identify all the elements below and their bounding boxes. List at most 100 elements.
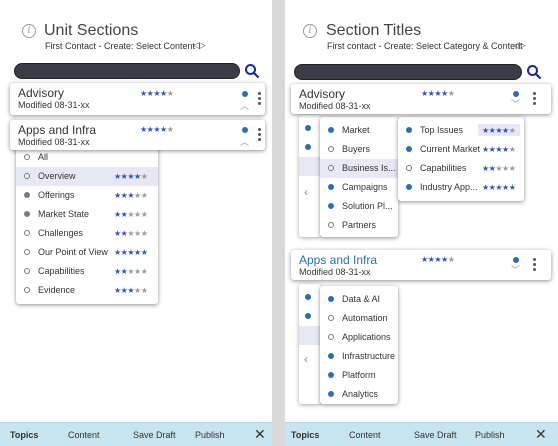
list-item[interactable]: Industry App... ★★★★★	[398, 178, 524, 197]
radio-bullet-icon[interactable]	[328, 165, 334, 171]
list-item[interactable]: Evidence ★★★★★	[16, 281, 158, 300]
card-apps-and-infra[interactable]: Apps and Infra Modified 08-31-xx ★★★★★ ︿	[10, 120, 265, 150]
strip-item[interactable]	[299, 157, 321, 176]
prev-next-arrows-icon[interactable]: ◁▷	[193, 40, 206, 50]
list-item-label: Current Market	[420, 144, 481, 154]
list-item[interactable]: Overview ★★★★★	[16, 167, 158, 186]
list-item[interactable]: Data & AI	[320, 290, 398, 309]
list-item[interactable]: Buyers	[320, 140, 398, 159]
radio-bullet-icon[interactable]	[328, 391, 334, 397]
radio-bullet-icon[interactable]	[328, 372, 334, 378]
rating-stars: ★★★★★	[482, 183, 516, 192]
search-icon[interactable]	[244, 63, 260, 79]
list-item[interactable]: Market	[320, 121, 398, 140]
list-item[interactable]: All	[16, 148, 158, 167]
strip-item[interactable]	[299, 138, 321, 157]
radio-bullet-icon	[305, 313, 311, 319]
strip-item[interactable]	[299, 288, 321, 307]
list-item[interactable]: Automation	[320, 309, 398, 328]
page-subtitle: First Contact - Create: Select Content	[45, 41, 196, 51]
list-item[interactable]: Campaigns	[320, 178, 398, 197]
card-apps-and-infra[interactable]: Apps and Infra Modified 08-31-xx ★★★★★ ﹀	[291, 250, 551, 280]
radio-bullet-icon[interactable]	[328, 203, 334, 209]
chevron-down-icon[interactable]: ﹀	[511, 99, 521, 109]
card-advisory[interactable]: Advisory Modified 08-31-xx ★★★★★ ︿	[10, 83, 265, 115]
radio-bullet-icon[interactable]	[24, 173, 30, 179]
publish-button[interactable]: Publish	[475, 430, 505, 440]
status-dot	[242, 91, 248, 97]
radio-bullet-icon[interactable]	[328, 184, 334, 190]
radio-bullet-icon[interactable]	[406, 146, 412, 152]
list-item[interactable]: Market State ★★★★★	[16, 205, 158, 224]
more-options-icon[interactable]	[531, 257, 537, 273]
info-icon[interactable]: i	[22, 24, 36, 38]
more-options-icon[interactable]	[256, 91, 262, 107]
list-item[interactable]: Capabilities ★★★★★	[16, 262, 158, 281]
radio-bullet-icon	[305, 125, 311, 131]
search-input[interactable]	[14, 63, 240, 79]
list-item[interactable]: Solution Pl...	[320, 197, 398, 216]
strip-item[interactable]	[299, 326, 321, 345]
strip-item[interactable]	[299, 307, 321, 326]
strip-item[interactable]	[299, 119, 321, 138]
close-icon[interactable]: ✕	[535, 426, 547, 442]
list-item[interactable]: Business Is...	[320, 159, 398, 178]
list-item[interactable]: Top Issues ★★★★★	[398, 121, 524, 140]
card-modified: Modified 08-31-xx	[18, 137, 90, 147]
list-item[interactable]: Current Market ★★★★★	[398, 140, 524, 159]
more-options-icon[interactable]	[256, 127, 262, 143]
list-item[interactable]: Platform	[320, 366, 398, 385]
list-item-label: Market State	[38, 209, 90, 219]
radio-bullet-icon[interactable]	[406, 184, 412, 190]
page-subtitle: First contact - Create: Select Category …	[327, 41, 523, 51]
chevron-up-icon[interactable]: ︿	[240, 101, 250, 111]
radio-bullet-icon[interactable]	[406, 165, 412, 171]
search-input[interactable]	[294, 64, 522, 80]
radio-bullet-icon[interactable]	[328, 334, 334, 340]
list-item-label: Challenges	[38, 228, 84, 238]
more-options-icon[interactable]	[531, 91, 537, 107]
list-item[interactable]: Applications	[320, 328, 398, 347]
radio-bullet-icon[interactable]	[24, 287, 30, 293]
radio-bullet-icon[interactable]	[328, 127, 334, 133]
search-icon[interactable]	[526, 64, 542, 80]
list-item[interactable]: Offerings ★★★★★	[16, 186, 158, 205]
radio-bullet-icon[interactable]	[328, 315, 334, 321]
radio-bullet-icon[interactable]	[328, 222, 334, 228]
page-title: Section Titles	[326, 22, 422, 39]
list-item[interactable]: Capabilities ★★★★★	[398, 159, 524, 178]
chevron-up-icon[interactable]: ︿	[240, 137, 250, 147]
radio-bullet-icon[interactable]	[328, 353, 334, 359]
info-icon[interactable]: i	[303, 24, 317, 38]
radio-bullet-icon[interactable]	[24, 211, 30, 217]
radio-bullet-icon[interactable]	[406, 127, 412, 133]
card-advisory[interactable]: Advisory Modified 08-31-xx ★★★★★ ﹀	[291, 84, 551, 114]
rating-stars: ★★★★★	[421, 89, 455, 98]
radio-bullet-icon[interactable]	[24, 249, 30, 255]
chevron-left-icon[interactable]: ‹	[304, 352, 308, 366]
tab-topics[interactable]: Topics	[291, 430, 320, 440]
radio-bullet-icon[interactable]	[328, 296, 334, 302]
list-item[interactable]: Our Point of View ★★★★★	[16, 243, 158, 262]
list-item-label: Platform	[342, 370, 376, 380]
list-item[interactable]: Analytics	[320, 385, 398, 404]
tab-content[interactable]: Content	[349, 430, 381, 440]
list-item[interactable]: Challenges ★★★★★	[16, 224, 158, 243]
list-item[interactable]: Partners	[320, 216, 398, 235]
tab-topics[interactable]: Topics	[10, 430, 39, 440]
list-item[interactable]: Infrastructure	[320, 347, 398, 366]
save-draft-button[interactable]: Save Draft	[133, 430, 176, 440]
prev-next-arrows-icon[interactable]: ◁▷	[513, 40, 526, 50]
tab-content[interactable]: Content	[68, 430, 100, 440]
close-icon[interactable]: ✕	[254, 426, 266, 442]
save-draft-button[interactable]: Save Draft	[414, 430, 457, 440]
radio-bullet-icon[interactable]	[328, 146, 334, 152]
radio-bullet-icon[interactable]	[24, 230, 30, 236]
radio-bullet-icon[interactable]	[24, 192, 30, 198]
chevron-left-icon[interactable]: ‹	[304, 185, 308, 199]
publish-button[interactable]: Publish	[195, 430, 225, 440]
card-modified: Modified 08-31-xx	[18, 100, 90, 110]
chevron-down-icon[interactable]: ﹀	[511, 265, 521, 275]
radio-bullet-icon[interactable]	[24, 268, 30, 274]
radio-bullet-icon[interactable]	[24, 154, 30, 160]
